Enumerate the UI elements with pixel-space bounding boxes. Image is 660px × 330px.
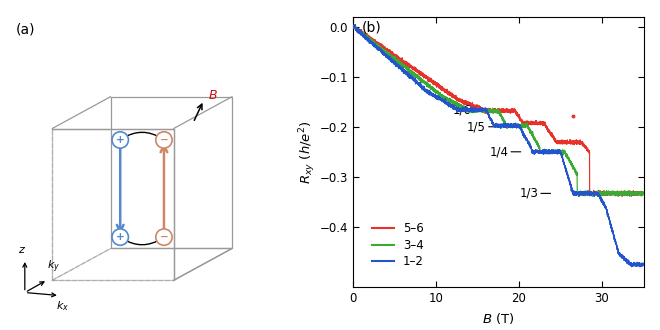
Circle shape xyxy=(112,229,129,245)
Legend: 5–6, 3–4, 1–2: 5–6, 3–4, 1–2 xyxy=(368,217,429,273)
Circle shape xyxy=(156,229,172,245)
Text: 1/3: 1/3 xyxy=(519,187,550,200)
Text: (b): (b) xyxy=(362,20,381,35)
Text: +: + xyxy=(116,232,125,242)
Circle shape xyxy=(156,132,172,148)
Text: 1/6: 1/6 xyxy=(453,104,484,117)
Text: 1/4: 1/4 xyxy=(489,145,521,158)
Text: 1/5: 1/5 xyxy=(467,120,498,133)
Text: +: + xyxy=(116,135,125,145)
Text: $k_x$: $k_x$ xyxy=(56,299,69,313)
Circle shape xyxy=(112,132,129,148)
Text: $k_y$: $k_y$ xyxy=(47,258,60,275)
Text: −: − xyxy=(160,135,168,145)
Y-axis label: $R_{xy}\ (h/e^2)$: $R_{xy}\ (h/e^2)$ xyxy=(298,120,318,184)
Text: (a): (a) xyxy=(16,22,35,36)
Text: $z$: $z$ xyxy=(18,245,26,254)
Text: −: − xyxy=(160,232,168,242)
X-axis label: $B$ (T): $B$ (T) xyxy=(482,311,515,325)
Text: $\mathit{B}$: $\mathit{B}$ xyxy=(209,89,218,102)
